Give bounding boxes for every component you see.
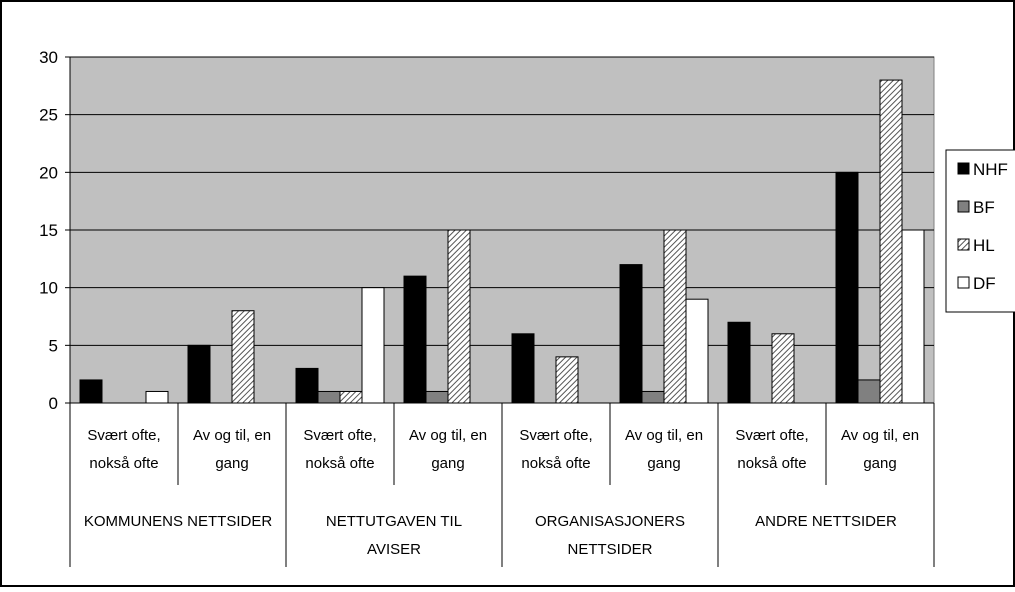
bar-hl [447,229,471,404]
bar-hl [555,356,579,404]
category-label: nokså ofte [305,455,374,472]
bar-hl [771,333,795,404]
category-label: gang [647,455,680,472]
bar-hl [663,229,687,404]
bar-bf [317,390,341,404]
legend-label: BF [973,198,995,217]
category-label: Av og til, en [841,427,919,444]
legend-label: HL [973,236,995,255]
category-label: Svært ofte, [519,427,592,444]
bar-hl [339,390,363,404]
category-label: nokså ofte [89,455,158,472]
bar-hl [231,310,255,404]
group-label: KOMMUNENS NETTSIDER [84,513,273,530]
y-tick-label: 20 [39,163,58,182]
category-label: nokså ofte [521,455,590,472]
bar-df [685,298,709,404]
legend-swatch [957,200,970,213]
group-label: NETTUTGAVEN TIL [326,513,462,530]
category-label: gang [863,455,896,472]
bar-nhf [79,379,103,404]
legend-label: DF [973,274,996,293]
legend-swatch [957,238,970,251]
category-label: gang [431,455,464,472]
gridlines [70,56,934,346]
category-label: nokså ofte [737,455,806,472]
bar-df [145,390,169,404]
category-label: Av og til, en [409,427,487,444]
bar-nhf [727,321,751,404]
bar-nhf [511,333,535,404]
group-label: AVISER [367,541,421,558]
bar-nhf [187,344,211,404]
bar-df [901,229,925,404]
bar-bf [641,390,665,404]
y-tick-labels: 0 5 10 15 20 25 30 [39,48,58,413]
group-label: NETTSIDER [567,541,652,558]
bar-bf [857,379,881,404]
legend-swatch [957,162,970,175]
bar-nhf [403,275,427,404]
group-label: ANDRE NETTSIDER [755,513,897,530]
y-tick-label: 10 [39,279,58,298]
y-tick-label: 30 [39,48,58,67]
group-label: ORGANISASJONERS [535,513,685,530]
bar-df [361,287,385,404]
category-label: Svært ofte, [303,427,376,444]
bar-hl [879,79,903,404]
category-label: Av og til, en [625,427,703,444]
legend: NHF BF HL DF [945,149,1015,313]
bar-nhf [295,367,319,404]
y-tick-label: 15 [39,221,58,240]
category-label: Av og til, en [193,427,271,444]
legend-swatch [957,276,970,289]
category-label: Svært ofte, [735,427,808,444]
legend-label: NHF [973,160,1008,179]
bars [79,79,925,404]
y-tick-label: 25 [39,106,58,125]
x-axis-labels: Svært ofte, nokså ofte Av og til, en gang Sv… [69,403,935,567]
category-label: gang [215,455,248,472]
bar-nhf [835,171,859,404]
bar-bf [425,390,449,404]
y-tick-label: 5 [49,336,58,355]
bar-nhf [619,264,643,404]
y-tick-label: 0 [49,394,58,413]
category-label: Svært ofte, [87,427,160,444]
